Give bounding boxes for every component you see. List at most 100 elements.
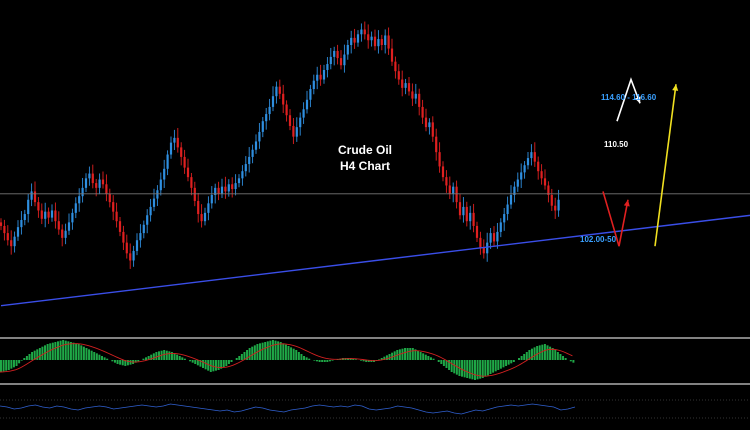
bear-candle — [180, 147, 183, 157]
histogram-bar — [20, 360, 23, 361]
histogram-bar — [321, 360, 324, 362]
histogram-bar — [323, 360, 326, 362]
histogram-bar — [137, 360, 140, 362]
bull-candle — [173, 137, 176, 143]
histogram-bar — [505, 360, 508, 366]
histogram-bar — [476, 360, 479, 380]
bull-candle — [326, 64, 329, 70]
bear-candle — [33, 191, 37, 203]
histogram-bar — [261, 342, 264, 360]
histogram-bar — [227, 360, 230, 364]
histogram-bar — [484, 360, 487, 377]
histogram-bar — [33, 350, 36, 360]
target-zone-label: 114.60 - 116.60 — [601, 93, 657, 102]
bear-candle — [57, 221, 60, 230]
bull-candle — [557, 199, 560, 211]
histogram-bar — [189, 360, 192, 362]
histogram-bar — [124, 360, 127, 366]
bull-candle — [248, 156, 251, 165]
bear-candle — [115, 211, 118, 222]
histogram-bar — [401, 348, 404, 360]
bull-candle — [74, 203, 77, 213]
bull-candle — [146, 215, 149, 225]
bear-candle — [458, 202, 462, 216]
histogram-bar — [543, 344, 546, 360]
bear-candle — [363, 29, 366, 35]
histogram-bar — [243, 352, 246, 360]
histogram-bar — [49, 343, 52, 360]
histogram-bar — [202, 360, 205, 368]
histogram-bar — [88, 349, 91, 360]
bull-candle — [520, 172, 523, 180]
bear-candle — [401, 79, 404, 88]
histogram-bar — [69, 342, 72, 360]
histogram-bar — [533, 347, 536, 360]
histogram-bar — [313, 360, 316, 361]
histogram-bar — [75, 343, 78, 360]
histogram-bar — [429, 357, 432, 360]
histogram-bar — [113, 360, 116, 363]
histogram-bar — [2, 360, 5, 372]
bear-candle — [339, 58, 343, 66]
bear-candle — [482, 247, 485, 254]
histogram-bar — [554, 350, 557, 360]
bear-candle — [537, 161, 540, 172]
bull-candle — [404, 83, 407, 88]
histogram-bar — [536, 346, 539, 360]
chart-subtitle: H4 Chart — [340, 159, 390, 173]
bear-candle — [3, 225, 6, 234]
bear-candle — [112, 202, 115, 212]
bear-candle — [407, 83, 411, 92]
histogram-bar — [352, 358, 355, 360]
histogram-bar — [264, 342, 267, 360]
histogram-bar — [225, 360, 228, 366]
histogram-bar — [163, 350, 166, 360]
bull-candle — [67, 222, 71, 231]
bull-candle — [98, 179, 101, 188]
histogram-bar — [479, 360, 482, 379]
histogram-bar — [481, 360, 484, 378]
histogram-bar — [204, 360, 207, 370]
histogram-bar — [147, 356, 150, 360]
bull-candle — [244, 164, 247, 172]
histogram-bar — [59, 340, 62, 360]
support-trendline — [0, 214, 750, 307]
histogram-bar — [191, 360, 194, 363]
histogram-bar — [380, 358, 383, 360]
bear-candle — [472, 212, 475, 226]
bear-candle — [475, 225, 479, 238]
histogram-bar — [150, 354, 153, 360]
histogram-bar — [220, 360, 223, 369]
oscillator-line — [0, 403, 576, 415]
histogram-bar — [82, 346, 85, 360]
bull-candle — [506, 204, 509, 215]
histogram-bar — [119, 360, 122, 365]
histogram-bar — [168, 351, 171, 360]
histogram-bar — [67, 341, 70, 360]
histogram-bar — [248, 348, 251, 360]
bear-candle — [186, 167, 190, 178]
bear-candle — [37, 202, 40, 211]
bear-candle — [54, 210, 57, 222]
histogram-bar — [494, 360, 497, 372]
histogram-bar — [440, 360, 443, 364]
histogram-bar — [499, 360, 502, 369]
bull-candle — [166, 154, 169, 169]
bull-candle — [516, 179, 519, 187]
histogram-bar — [530, 348, 533, 360]
histogram-bar — [90, 350, 93, 360]
histogram-bar — [507, 360, 510, 365]
bull-candle — [414, 93, 417, 99]
histogram-bar — [77, 344, 80, 360]
histogram-bar — [525, 352, 528, 360]
bear-candle — [282, 93, 285, 105]
bull-candle — [159, 179, 162, 191]
histogram-bar — [331, 360, 334, 361]
histogram-bar — [300, 354, 303, 360]
bear-candle — [217, 187, 220, 194]
bear-candle — [441, 166, 445, 178]
bear-candle — [390, 48, 394, 62]
bull-candle — [526, 158, 530, 166]
histogram-bar — [406, 348, 409, 360]
